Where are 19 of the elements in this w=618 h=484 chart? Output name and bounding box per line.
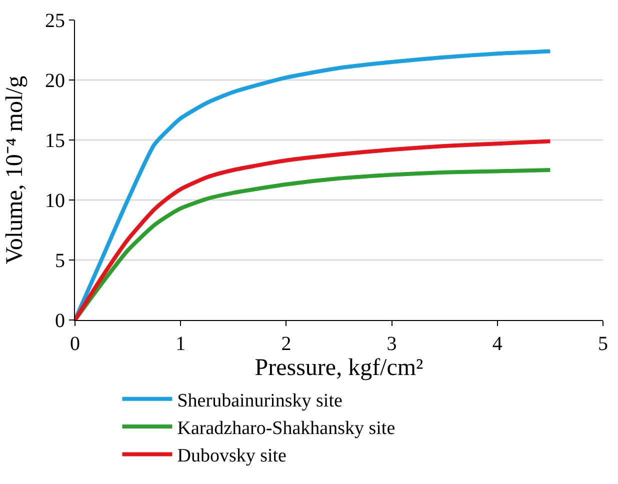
x-tick-label: 0 bbox=[70, 333, 80, 355]
y-tick-label: 0 bbox=[55, 310, 65, 332]
legend-label: Karadzharo-Shakhansky site bbox=[177, 418, 396, 439]
y-tick-label: 20 bbox=[45, 70, 65, 92]
legend-label: Sherubainurinsky site bbox=[177, 390, 342, 412]
x-axis-title: Pressure, kgf/cm² bbox=[254, 355, 424, 381]
y-tick-label: 25 bbox=[45, 10, 65, 32]
y-axis-title: Volume, 10⁻⁴ mol/g bbox=[2, 76, 28, 264]
x-tick-label: 5 bbox=[598, 333, 608, 355]
x-tick-label: 4 bbox=[492, 333, 502, 355]
x-tick-label: 1 bbox=[176, 333, 186, 355]
y-tick-label: 10 bbox=[45, 190, 65, 212]
line-series bbox=[75, 139, 552, 320]
y-tick-label: 15 bbox=[45, 130, 65, 152]
line-series bbox=[75, 168, 552, 320]
x-tick-label: 2 bbox=[281, 333, 292, 355]
y-tick-label: 5 bbox=[55, 250, 65, 272]
legend-label: Dubovsky site bbox=[177, 446, 286, 467]
x-tick-label: 3 bbox=[386, 333, 397, 355]
